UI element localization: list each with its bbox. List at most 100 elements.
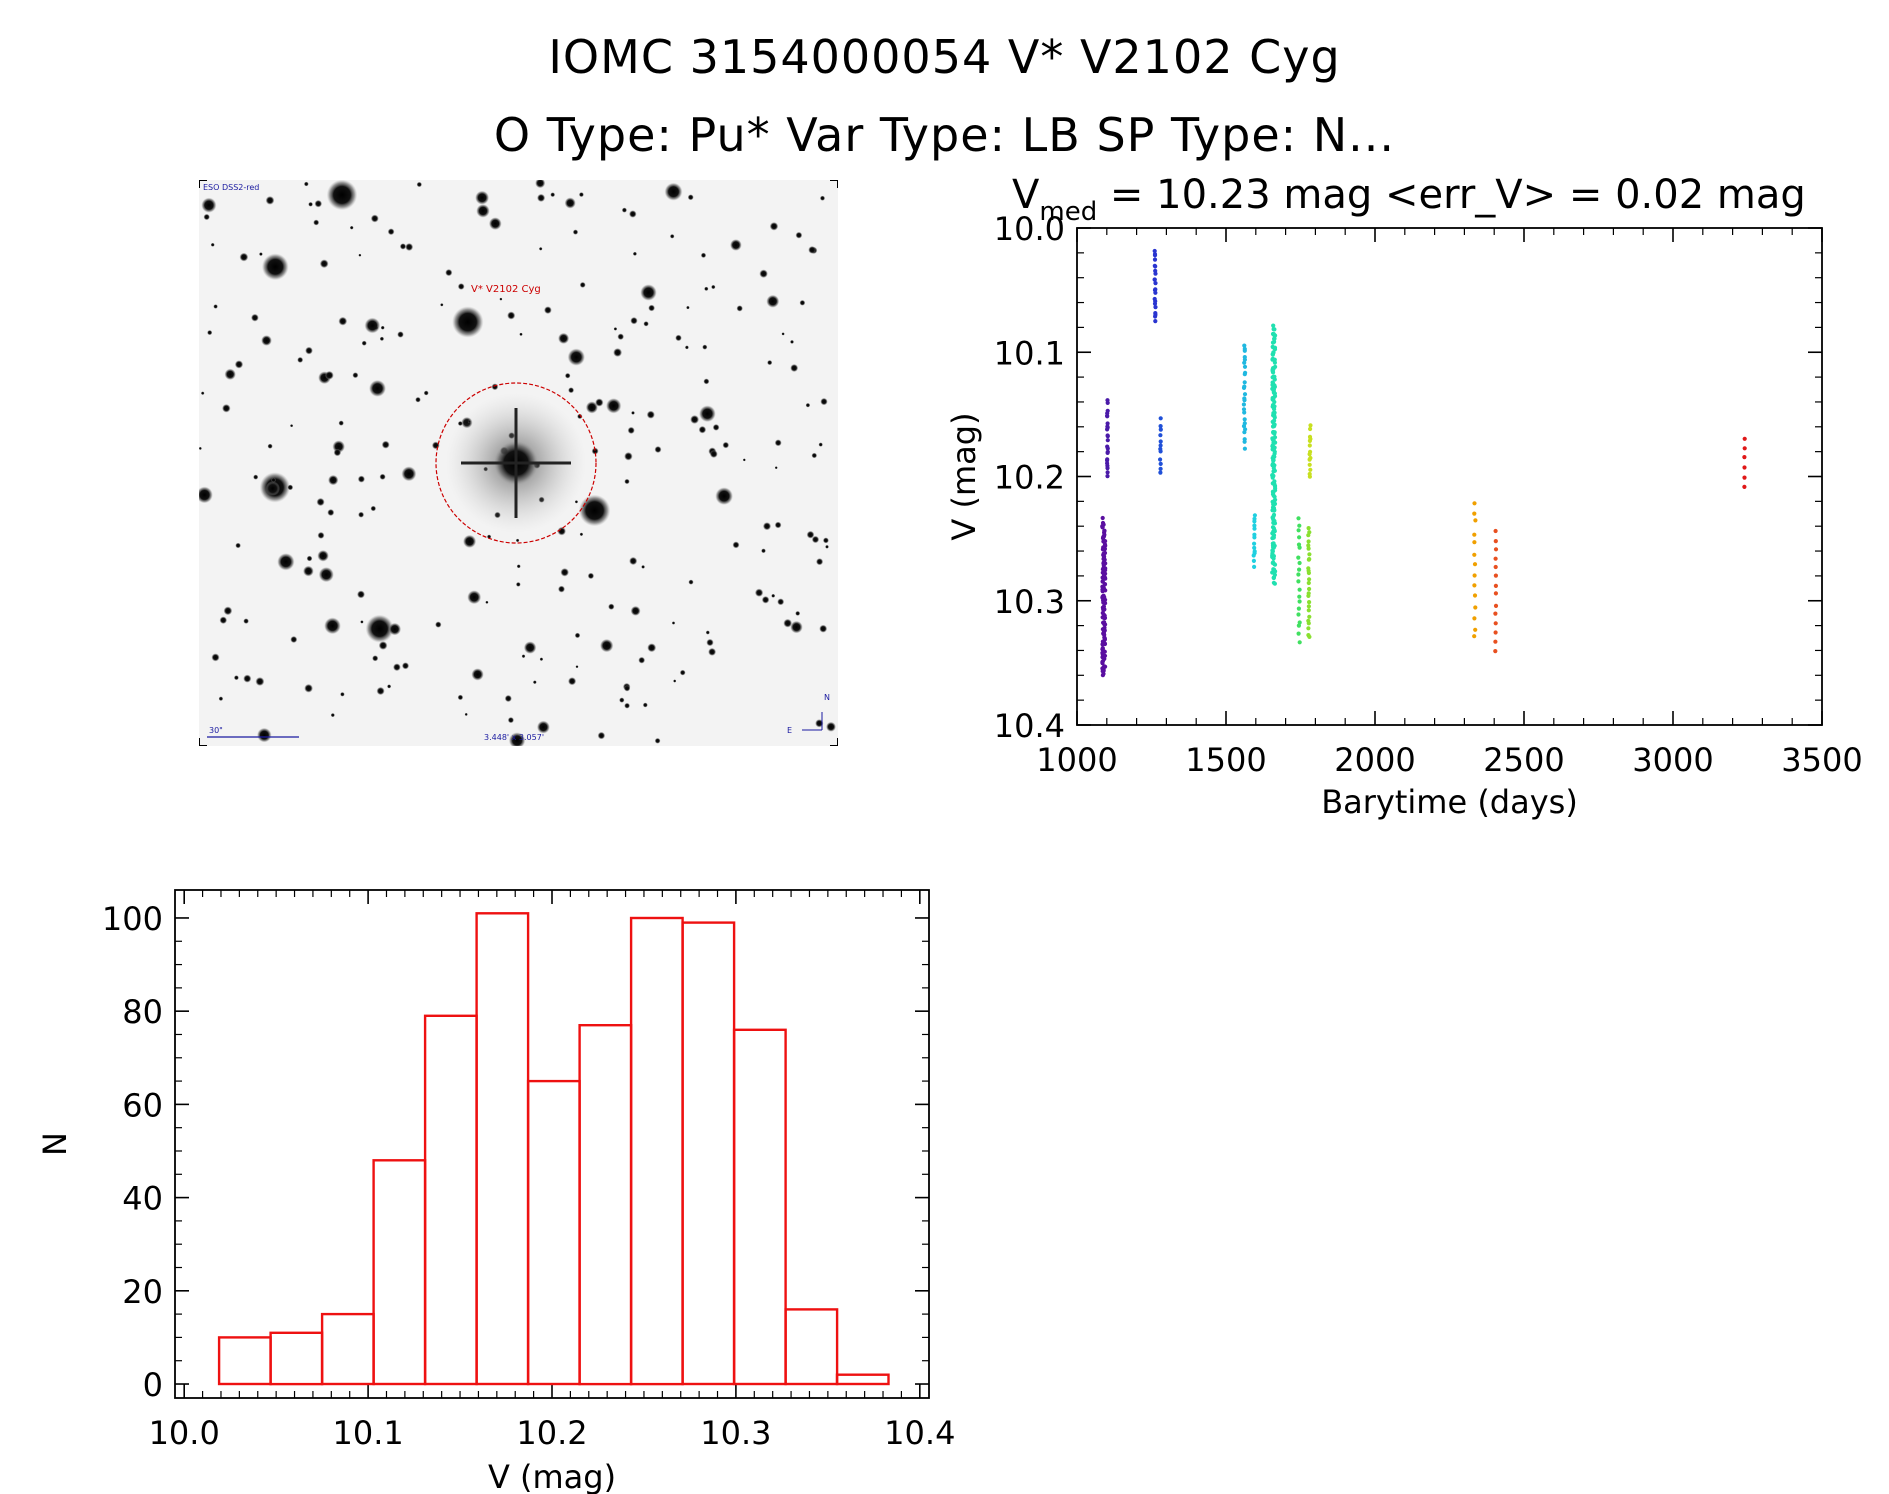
light-curve-point	[1297, 640, 1302, 645]
light-curve-point	[1271, 466, 1276, 471]
light-curve-point	[1742, 446, 1747, 451]
light-curve-point	[1273, 486, 1278, 491]
light-curve-point	[1242, 439, 1247, 444]
light-curve-point	[1270, 481, 1275, 486]
light-curve-point	[1241, 407, 1247, 412]
field-star	[654, 446, 662, 453]
histogram-ylabel: N	[36, 1132, 74, 1156]
field-star	[306, 555, 313, 562]
light-curve-point	[1241, 424, 1247, 429]
field-star	[608, 603, 615, 610]
light-curve-point	[1102, 600, 1107, 605]
light-curve-point	[1242, 446, 1247, 451]
light-curve-point	[1102, 595, 1107, 600]
light-curve-point	[1296, 579, 1301, 584]
field-star	[387, 684, 392, 689]
light-curve-point	[1273, 364, 1278, 369]
light-curve-point	[1270, 436, 1275, 441]
field-star	[378, 641, 388, 650]
light-curve-point	[1306, 593, 1311, 599]
light-curve-point	[1270, 560, 1275, 566]
field-star	[704, 286, 709, 291]
light-curve-point	[1270, 541, 1275, 546]
light-curve-point	[1296, 542, 1302, 547]
light-curve-point	[1101, 631, 1106, 636]
light-curve-point	[1100, 525, 1105, 530]
light-curve-point	[1271, 541, 1276, 546]
field-star	[774, 521, 782, 529]
field-star	[766, 294, 780, 308]
light-curve-point	[1271, 381, 1276, 386]
light-curve-point	[1297, 535, 1302, 540]
field-star	[632, 251, 637, 256]
light-curve-point	[1270, 345, 1276, 350]
light-curve-point	[1472, 532, 1477, 537]
field-star	[811, 452, 818, 459]
light-curve-point	[1297, 560, 1302, 566]
light-curve-point	[1105, 461, 1110, 466]
x-tick-label: 2500	[1483, 741, 1564, 779]
light-curve-point	[1100, 669, 1105, 674]
light-curve-point	[1252, 535, 1257, 540]
light-curve-point	[1102, 653, 1107, 659]
light-curve-point	[1271, 420, 1276, 425]
survey-label: ESO DSS2-red	[203, 183, 259, 192]
field-star	[243, 618, 249, 624]
field-star	[338, 316, 348, 326]
field-star	[646, 410, 655, 419]
field-star	[507, 311, 516, 320]
light-curve-point	[1270, 551, 1275, 556]
field-star	[239, 252, 249, 262]
light-curve-point	[1105, 450, 1110, 455]
light-curve-point	[1271, 575, 1276, 581]
field-star	[774, 466, 778, 470]
light-curve-point	[1103, 539, 1108, 544]
field-star	[629, 210, 637, 218]
field-star	[259, 252, 263, 256]
field-star	[203, 213, 210, 221]
histogram-bar	[423, 1014, 478, 1386]
field-star	[201, 197, 217, 213]
field-star	[777, 598, 785, 606]
field-star	[464, 712, 468, 717]
light-curve-point	[1100, 579, 1105, 584]
light-curve-point	[1100, 673, 1105, 678]
light-curve-point	[1105, 433, 1110, 438]
light-curve-point	[1306, 604, 1311, 609]
light-curve-point	[1158, 449, 1163, 454]
light-curve-point	[1270, 515, 1275, 520]
field-star	[623, 685, 631, 692]
field-star	[388, 622, 402, 636]
light-curve-point	[1101, 598, 1106, 603]
light-curve-point	[1272, 407, 1277, 412]
light-curve-point	[1271, 429, 1276, 435]
histogram-bar	[526, 1079, 581, 1386]
field-star	[523, 641, 537, 654]
light-curve-point	[1252, 549, 1257, 554]
light-curve-point	[1102, 636, 1107, 641]
light-curve-point	[1297, 594, 1302, 599]
light-curve-point	[1102, 628, 1107, 633]
field-star	[820, 397, 828, 406]
field-star	[624, 452, 633, 461]
light-curve-point	[1105, 434, 1110, 439]
light-curve-point	[1272, 562, 1277, 567]
field-star	[688, 579, 694, 585]
light-curve-point	[1100, 660, 1105, 665]
light-curve-point	[1271, 575, 1276, 580]
light-curve-point	[1270, 419, 1275, 424]
light-curve-point	[1270, 475, 1275, 480]
field-star	[401, 662, 410, 670]
light-curve-point	[1158, 446, 1163, 452]
field-star	[613, 348, 623, 357]
field-star	[671, 621, 676, 625]
light-curve-point	[1493, 591, 1498, 596]
light-curve-point	[1242, 380, 1247, 385]
light-curve-point	[1105, 466, 1110, 471]
field-star	[379, 473, 386, 480]
y-tick-label: 10.1	[994, 334, 1065, 372]
field-star	[265, 481, 280, 496]
light-curve-point	[1270, 375, 1275, 380]
light-curve-point	[1158, 466, 1163, 471]
light-curve-point	[1270, 499, 1275, 504]
